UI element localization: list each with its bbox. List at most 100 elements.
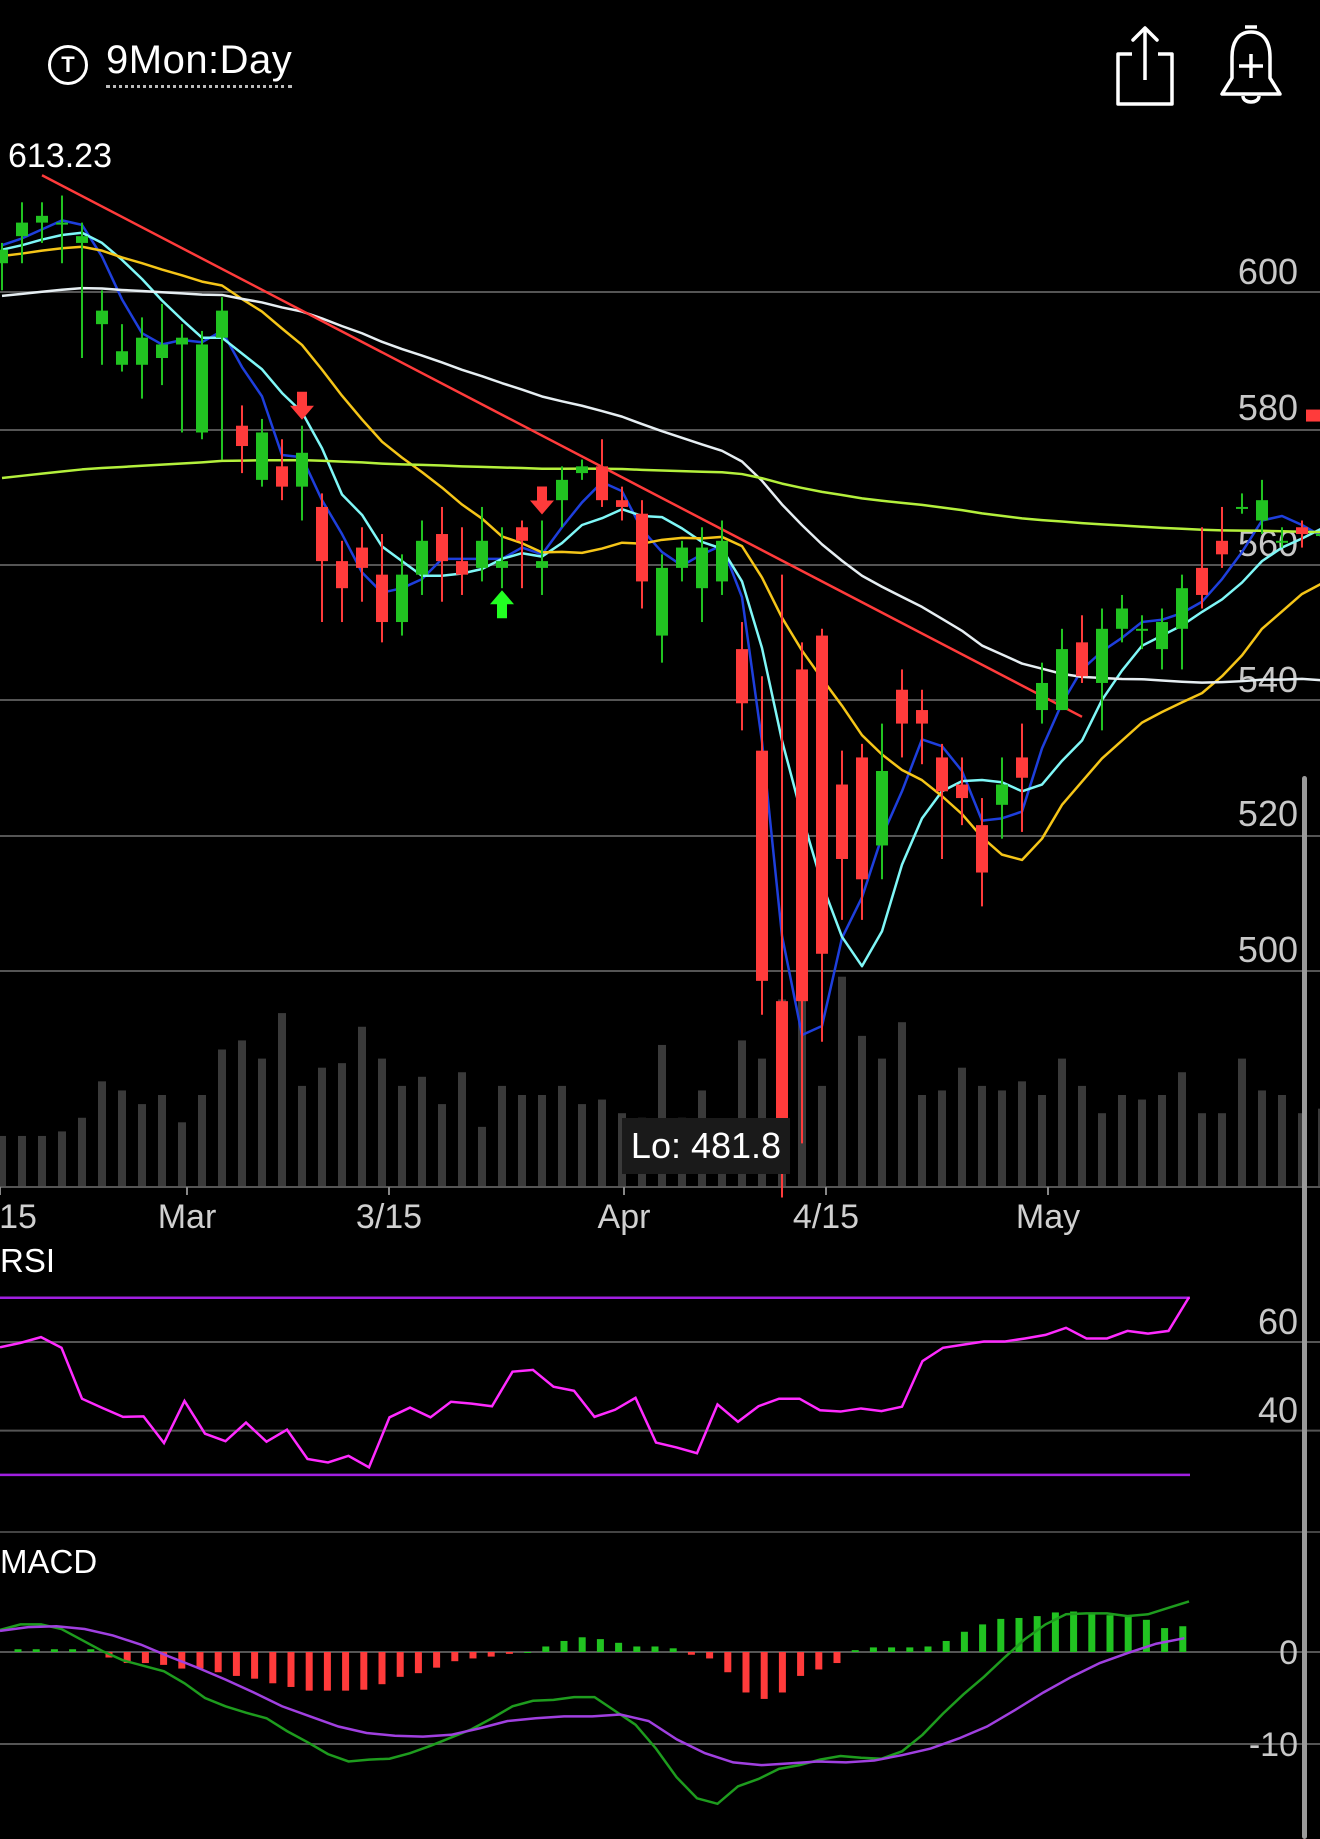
- macd-histogram-bar: [1142, 1619, 1150, 1652]
- candle-down: [456, 561, 468, 575]
- last-price-tag: [1306, 409, 1320, 422]
- candle-up: [696, 547, 708, 589]
- macd-histogram-bar: [123, 1652, 131, 1664]
- volume-bar: [578, 1104, 586, 1186]
- macd-histogram-bar: [14, 1649, 22, 1652]
- volume-bar: [358, 1026, 366, 1186]
- candle-up: [396, 574, 408, 623]
- rsi-axis-label: 60: [1258, 1301, 1298, 1342]
- candle-up: [1176, 588, 1188, 629]
- volume-bar: [138, 1104, 146, 1186]
- candle-up: [1096, 628, 1108, 683]
- sell-signal-arrow: [530, 486, 554, 515]
- macd-histogram-bar: [1161, 1628, 1169, 1652]
- volume-bar: [658, 1044, 666, 1186]
- macd-histogram-bar: [487, 1652, 495, 1657]
- candle-up: [1156, 622, 1168, 650]
- candle-down: [356, 547, 368, 568]
- candle-down: [816, 635, 828, 954]
- candle-down: [596, 466, 608, 501]
- macd-histogram-bar: [669, 1648, 677, 1652]
- candle-down: [336, 561, 348, 589]
- macd-histogram-bar: [833, 1652, 841, 1664]
- candle-down: [1076, 642, 1088, 677]
- candle-up: [136, 337, 148, 365]
- volume-bar: [858, 1035, 866, 1186]
- macd-histogram-bar: [69, 1649, 77, 1652]
- volume-bar: [1058, 1058, 1066, 1186]
- macd-histogram-bar: [542, 1646, 550, 1652]
- macd-line: [0, 1600, 1190, 1806]
- macd-histogram-bar: [960, 1631, 968, 1652]
- macd-histogram-bar: [760, 1652, 768, 1699]
- macd-histogram-bar: [360, 1652, 368, 1690]
- x-axis-label: May: [1016, 1198, 1080, 1236]
- candle-up: [1236, 506, 1248, 509]
- volume-bar: [398, 1085, 406, 1186]
- volume-bar: [818, 1085, 826, 1186]
- bell-plus-icon[interactable]: [1218, 24, 1284, 108]
- candle-up: [216, 310, 228, 338]
- volume-bar: [838, 976, 846, 1186]
- x-axis-label: Apr: [598, 1198, 651, 1236]
- volume-bar: [38, 1135, 46, 1186]
- volume-bar: [438, 1104, 446, 1186]
- volume-bar: [538, 1095, 546, 1186]
- trendline: [41, 174, 1083, 718]
- macd-histogram-bar: [888, 1647, 896, 1652]
- volume-bar: [1238, 1058, 1246, 1186]
- volume-bar: [1038, 1095, 1046, 1186]
- macd-histogram-bar: [251, 1652, 259, 1679]
- price-axis-label: 500: [1238, 929, 1298, 970]
- macd-signal-line: [0, 1624, 1185, 1767]
- period-selector[interactable]: 9Mon:Day: [106, 38, 293, 88]
- macd-histogram-bar: [869, 1647, 877, 1652]
- macd-histogram-bar: [560, 1640, 568, 1652]
- chart-header: T 9Mon:Day: [0, 0, 1320, 130]
- volume-bar: [878, 1058, 886, 1186]
- share-icon[interactable]: [1112, 24, 1176, 108]
- vertical-scrollbar: [1302, 776, 1307, 1839]
- macd-histogram-bar: [433, 1652, 441, 1668]
- candle-up: [1036, 682, 1048, 711]
- candle-up: [536, 561, 548, 568]
- volume-bar: [78, 1117, 86, 1186]
- high-price-label: 613.23: [8, 137, 112, 175]
- macd-histogram-bar: [997, 1618, 1005, 1652]
- macd-histogram-bar: [1033, 1616, 1041, 1652]
- volume-bar: [498, 1085, 506, 1186]
- candle-up: [876, 770, 888, 846]
- volume-bar: [918, 1095, 926, 1186]
- macd-histogram-bar: [797, 1652, 805, 1676]
- volume-bar: [378, 1058, 386, 1186]
- candle-down: [976, 825, 988, 873]
- volume-bar: [1098, 1113, 1106, 1186]
- macd-histogram-bar: [651, 1646, 659, 1652]
- candle-up: [716, 540, 728, 582]
- candle-down: [1016, 757, 1028, 778]
- volume-bar: [1258, 1090, 1266, 1186]
- price-axis-label: 520: [1238, 793, 1298, 834]
- low-price-label-bg: [622, 1118, 790, 1174]
- candle-up: [0, 249, 8, 264]
- volume-bar: [98, 1081, 106, 1186]
- ticker-badge[interactable]: T: [48, 45, 88, 85]
- volume-bar: [958, 1067, 966, 1186]
- volume-bar: [1138, 1099, 1146, 1186]
- candle-up: [1276, 540, 1288, 543]
- volume-bar: [118, 1090, 126, 1186]
- rsi-line: [0, 1296, 1191, 1470]
- volume-bar: [978, 1085, 986, 1186]
- ma-line-cyan: [1, 231, 1320, 968]
- macd-histogram-bar: [32, 1649, 40, 1652]
- macd-histogram-bar: [1124, 1616, 1132, 1652]
- macd-histogram-bar: [687, 1652, 695, 1655]
- candle-down: [516, 527, 528, 541]
- candle-down: [916, 710, 928, 724]
- candle-down: [636, 513, 648, 582]
- buy-signal-arrow: [490, 590, 514, 619]
- candle-up: [1256, 500, 1268, 521]
- volume-bar: [0, 1135, 6, 1186]
- macd-histogram-bar: [196, 1652, 204, 1669]
